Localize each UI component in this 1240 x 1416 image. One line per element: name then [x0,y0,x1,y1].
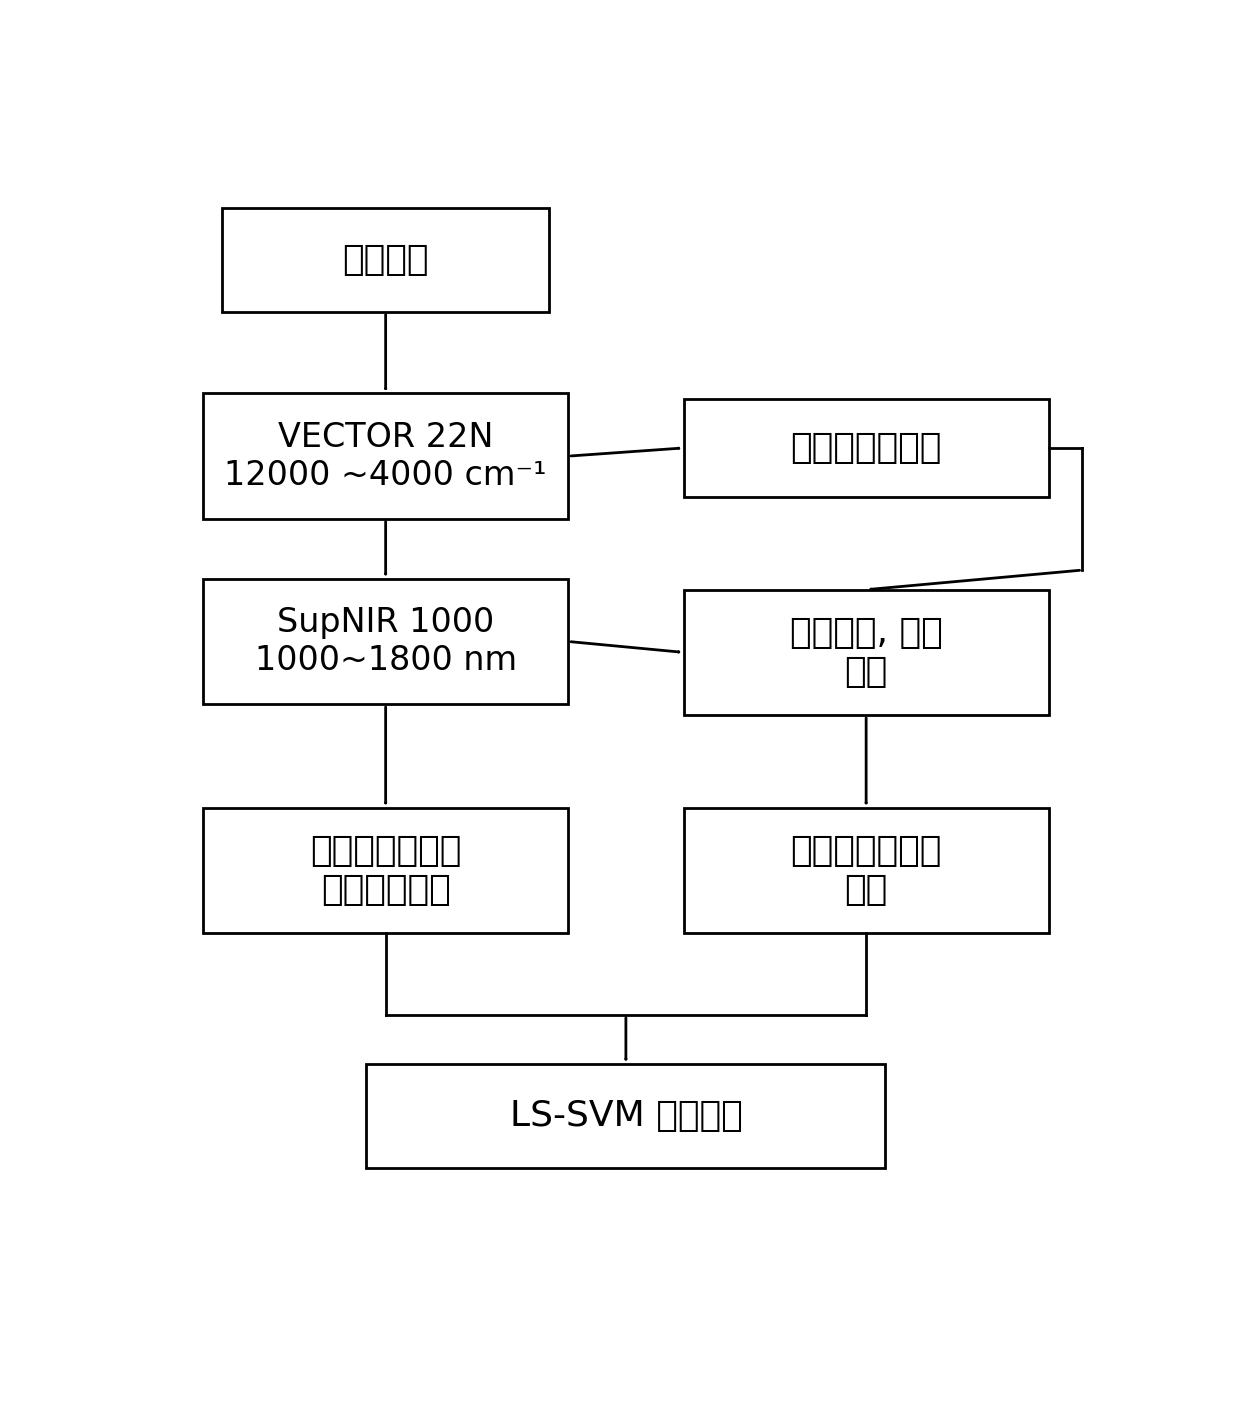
Text: 波长筛选, 数据
转换: 波长筛选, 数据 转换 [790,616,942,690]
Text: 葡萄样本: 葡萄样本 [342,244,429,278]
Bar [203,579,568,704]
Text: 手持折光仪测定
可溶性固形物: 手持折光仪测定 可溶性固形物 [310,834,461,908]
Bar [683,589,1049,715]
Text: VECTOR 22N
12000 ~4000 cm⁻¹: VECTOR 22N 12000 ~4000 cm⁻¹ [224,421,547,491]
Text: SupNIR 1000
1000~1800 nm: SupNIR 1000 1000~1800 nm [254,606,517,677]
Text: 波数转换为波长: 波数转换为波长 [790,430,942,464]
Bar [683,807,1049,933]
Bar [367,1063,885,1168]
Bar [203,394,568,518]
Bar [203,807,568,933]
Bar [683,399,1049,497]
Bar [222,208,549,312]
Text: LS-SVM 回归模型: LS-SVM 回归模型 [510,1099,743,1133]
Text: 建模集与预测集
选择: 建模集与预测集 选择 [790,834,942,908]
